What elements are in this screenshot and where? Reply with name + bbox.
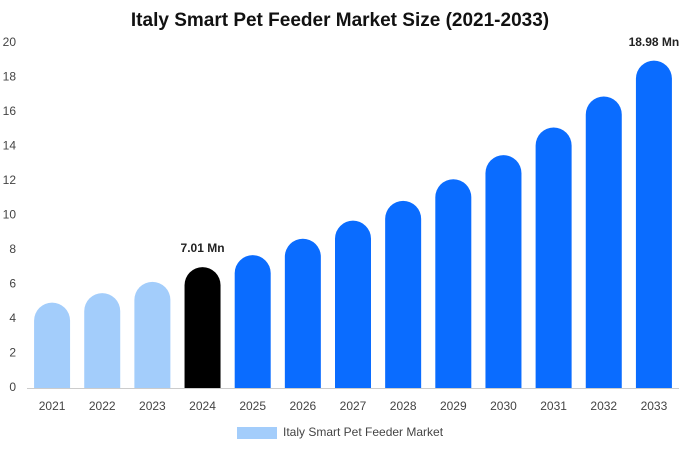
chart-title: Italy Smart Pet Feeder Market Size (2021… — [131, 10, 549, 31]
x-tick-label: 2032 — [590, 399, 617, 413]
y-tick-label: 18 — [3, 70, 17, 84]
y-tick-label: 6 — [9, 277, 16, 291]
x-tick-label: 2028 — [390, 399, 417, 413]
y-tick-label: 20 — [3, 35, 17, 49]
y-tick-label: 12 — [3, 173, 17, 187]
bar — [635, 60, 672, 388]
bar — [34, 302, 71, 388]
y-tick-label: 0 — [9, 380, 16, 394]
x-tick-label: 2021 — [39, 399, 66, 413]
x-tick-label: 2025 — [239, 399, 266, 413]
x-tick-label: 2030 — [490, 399, 517, 413]
bar — [535, 127, 572, 388]
bar — [435, 179, 472, 388]
x-tick-label: 2027 — [340, 399, 367, 413]
bar — [335, 220, 371, 388]
y-tick-label: 4 — [9, 311, 16, 325]
x-tick-label: 2026 — [289, 399, 316, 413]
bar — [284, 238, 321, 388]
bar — [84, 293, 121, 388]
x-tick-label: 2022 — [89, 399, 116, 413]
bar — [134, 281, 171, 388]
bar — [234, 255, 271, 388]
y-tick-label: 8 — [9, 242, 16, 256]
x-tick-label: 2023 — [139, 399, 166, 413]
value-label: 7.01 Mn — [181, 241, 225, 255]
bar — [585, 96, 622, 388]
bar — [485, 155, 522, 388]
x-tick-label: 2033 — [641, 399, 668, 413]
bar — [184, 267, 221, 388]
x-tick-label: 2031 — [540, 399, 567, 413]
bar — [385, 200, 422, 388]
legend-label: Italy Smart Pet Feeder Market — [283, 425, 444, 439]
y-tick-label: 16 — [3, 104, 17, 118]
legend-swatch — [237, 427, 277, 439]
y-tick-label: 2 — [9, 346, 16, 360]
y-tick-label: 14 — [3, 139, 17, 153]
value-label: 18.98 Mn — [629, 35, 680, 49]
x-tick-label: 2024 — [189, 399, 216, 413]
x-tick-label: 2029 — [440, 399, 467, 413]
y-tick-label: 10 — [3, 208, 17, 222]
